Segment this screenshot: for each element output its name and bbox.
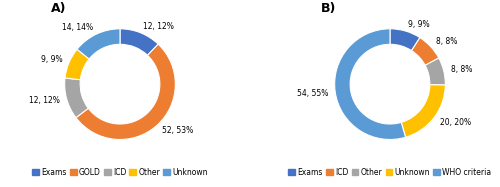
Wedge shape	[65, 49, 89, 80]
Wedge shape	[334, 29, 406, 140]
Text: 9, 9%: 9, 9%	[40, 56, 62, 65]
Text: 8, 8%: 8, 8%	[436, 37, 458, 46]
Text: 8, 8%: 8, 8%	[451, 65, 472, 74]
Text: 9, 9%: 9, 9%	[408, 20, 429, 29]
Text: 20, 20%: 20, 20%	[440, 118, 471, 127]
Legend: Exams, ICD, Other, Unknown, WHO criteria: Exams, ICD, Other, Unknown, WHO criteria	[286, 165, 494, 180]
Text: A): A)	[51, 2, 66, 15]
Text: 54, 55%: 54, 55%	[296, 89, 328, 98]
Text: B): B)	[321, 2, 336, 15]
Wedge shape	[390, 29, 420, 51]
Wedge shape	[120, 29, 158, 55]
Wedge shape	[77, 29, 120, 59]
Text: 12, 12%: 12, 12%	[143, 22, 174, 31]
Wedge shape	[401, 85, 446, 137]
Text: 14, 14%: 14, 14%	[62, 23, 93, 32]
Wedge shape	[412, 38, 439, 65]
Wedge shape	[76, 44, 176, 140]
Text: 52, 53%: 52, 53%	[162, 126, 193, 135]
Wedge shape	[64, 78, 88, 118]
Text: 12, 12%: 12, 12%	[29, 96, 60, 105]
Wedge shape	[425, 58, 446, 85]
Legend: Exams, GOLD, ICD, Other, Unknown: Exams, GOLD, ICD, Other, Unknown	[29, 165, 211, 180]
